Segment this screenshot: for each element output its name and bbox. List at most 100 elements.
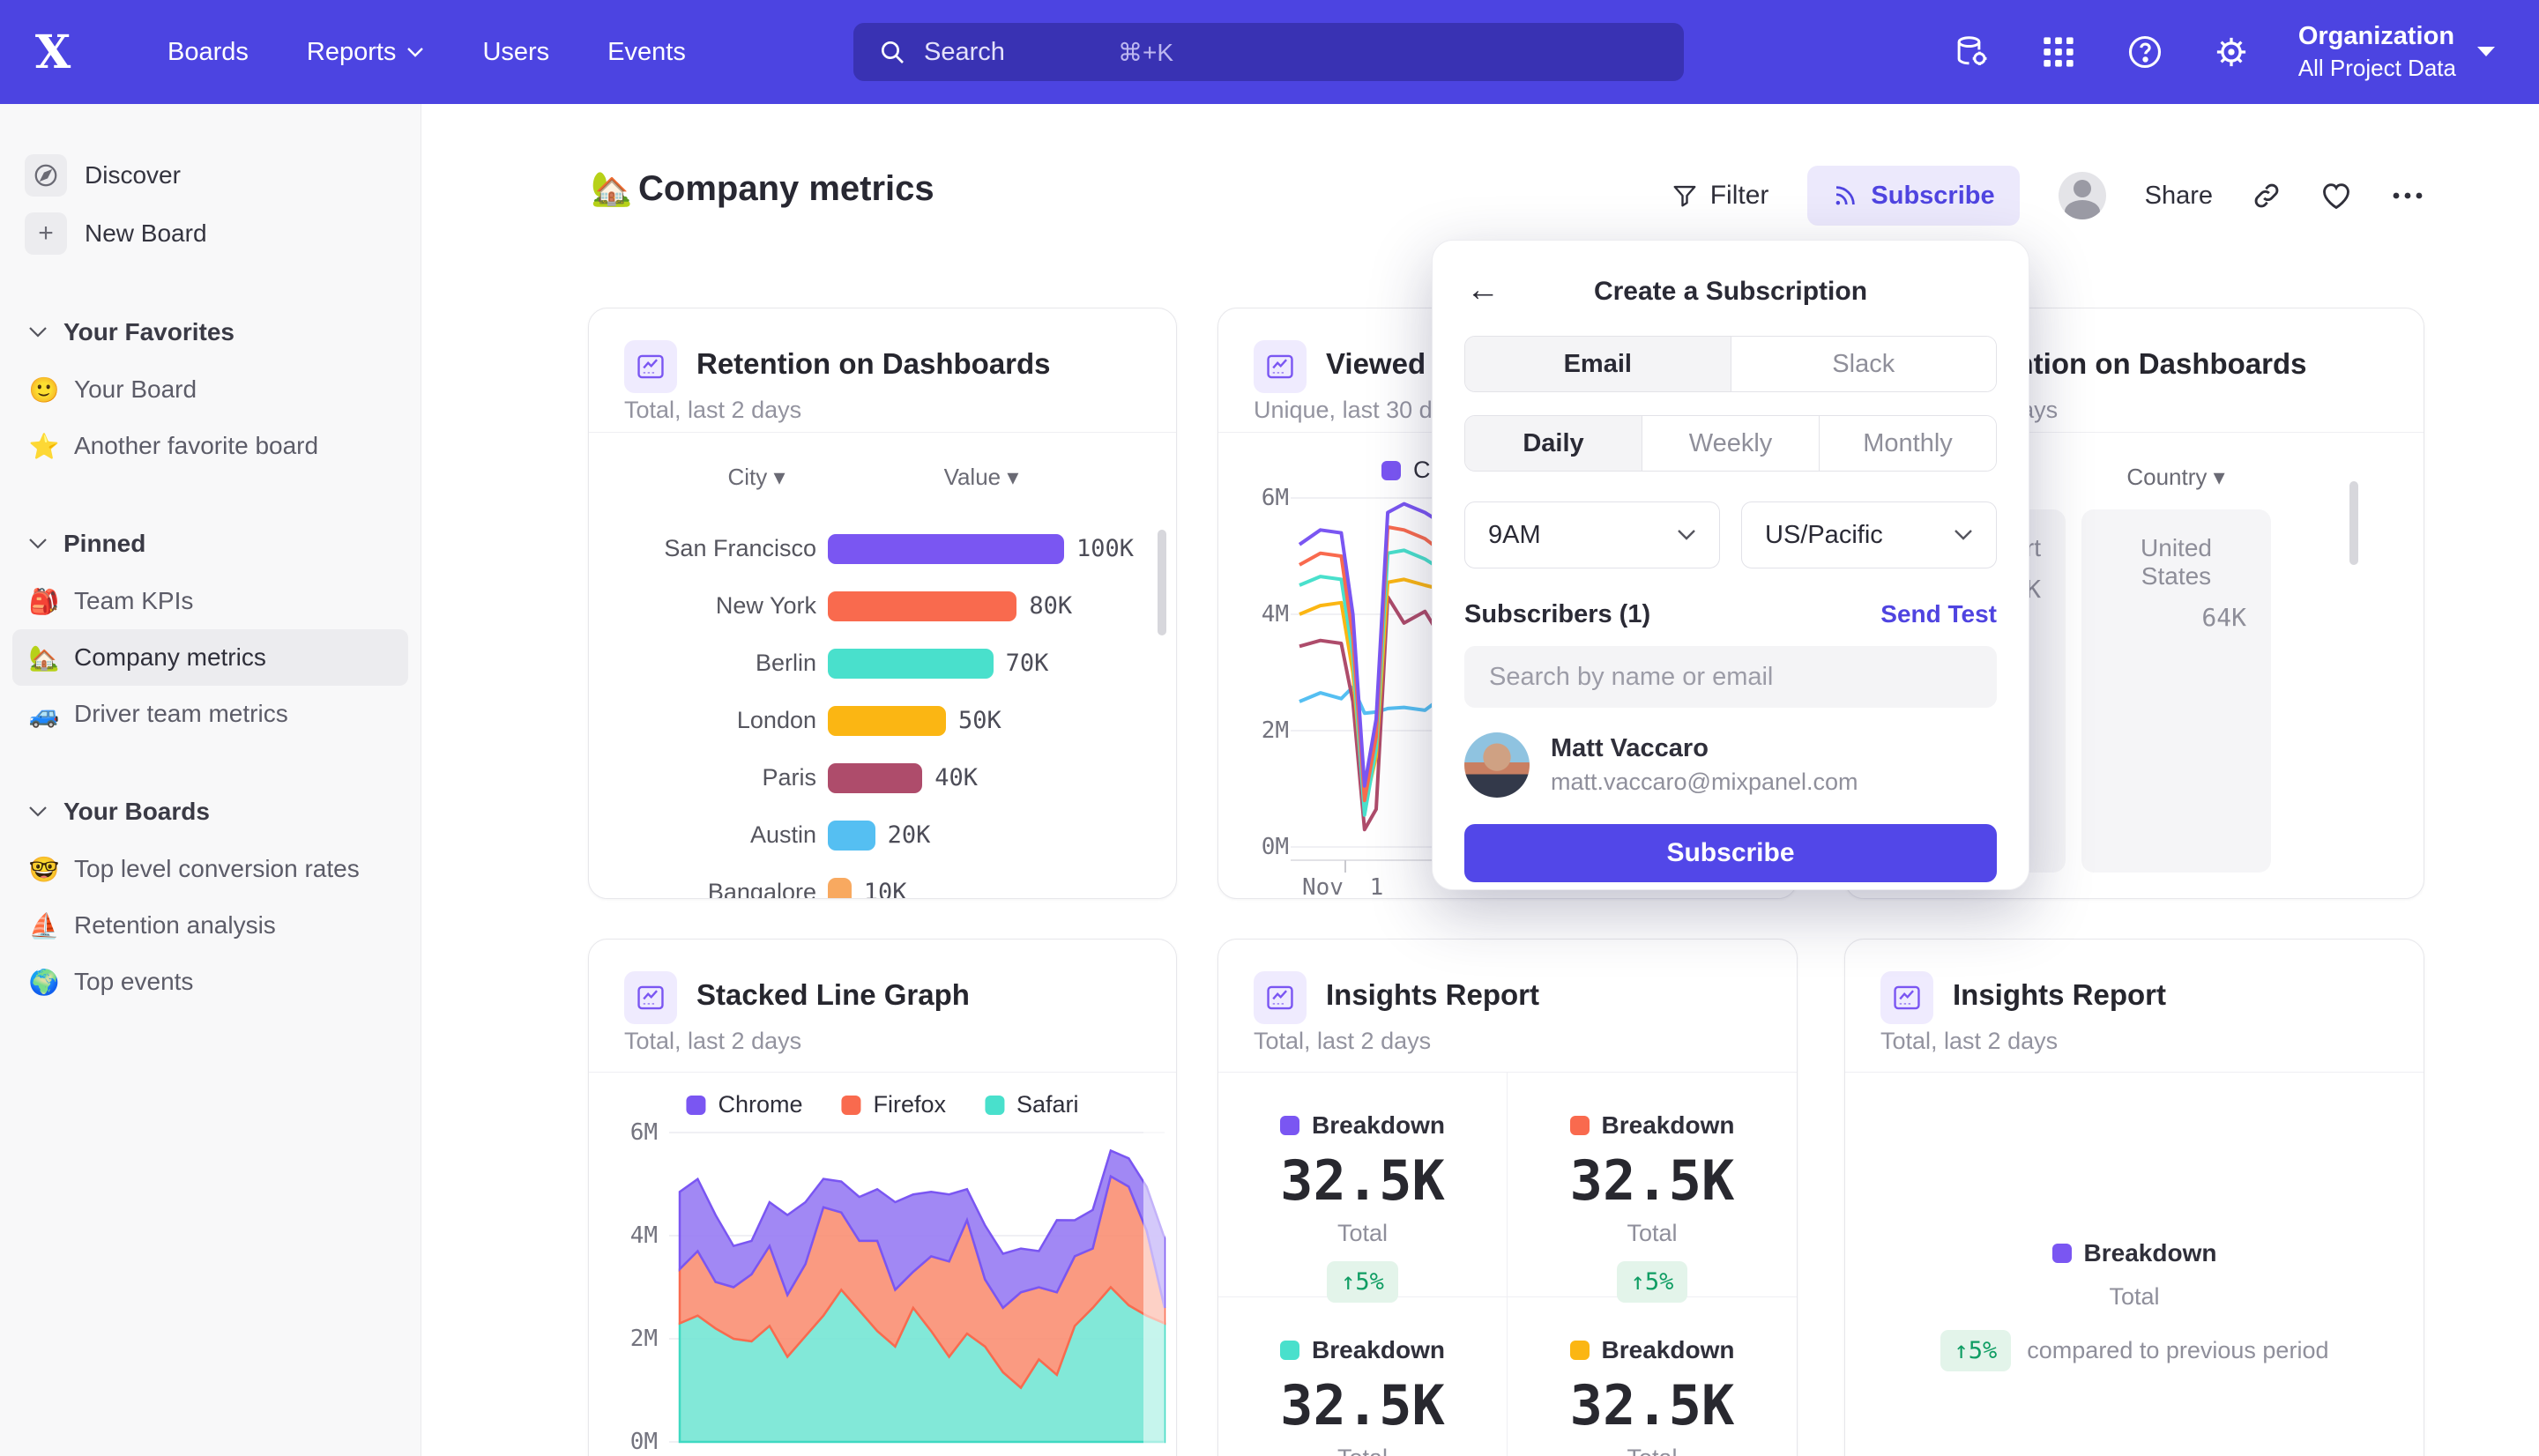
- share-button[interactable]: Share: [2144, 181, 2213, 210]
- send-test-link[interactable]: Send Test: [1880, 600, 1997, 628]
- y-axis-tick: 6M: [629, 1119, 658, 1146]
- user-avatar[interactable]: [2058, 172, 2106, 219]
- tab-monthly[interactable]: Monthly: [1820, 416, 1996, 471]
- insights-cell: Breakdown 32.5K Total ↑5%: [1218, 1073, 1508, 1303]
- nav-item-users[interactable]: Users: [482, 38, 549, 67]
- search-input[interactable]: [922, 36, 1102, 68]
- plus-icon: +: [25, 212, 67, 255]
- funnel-icon: [1672, 182, 1698, 209]
- sidebar-item-new-board[interactable]: + New Board: [0, 204, 421, 263]
- scrollbar-thumb[interactable]: [1158, 530, 1166, 635]
- tab-slack[interactable]: Slack: [1731, 337, 1996, 391]
- tab-email[interactable]: Email: [1465, 337, 1731, 391]
- chevron-down-icon: [29, 327, 47, 338]
- org-project: All Project Data: [2297, 55, 2456, 81]
- timezone-value: US/Pacific: [1765, 520, 1883, 549]
- legend-item-chrome[interactable]: Chrome: [686, 1091, 802, 1118]
- x-axis-label: Nov 1: [1302, 874, 1384, 899]
- nav-item-reports[interactable]: Reports: [307, 38, 425, 67]
- section-title: Pinned: [63, 530, 146, 557]
- sidebar-item-driver-team-metrics[interactable]: 🚙 Driver team metrics: [12, 686, 408, 742]
- sidebar-item-label: Driver team metrics: [74, 700, 288, 727]
- sidebar-item-company-metrics[interactable]: 🏡 Company metrics: [12, 629, 408, 686]
- sidebar-item-label: Another favorite board: [74, 432, 319, 459]
- breakdown-label: Breakdown: [1312, 1336, 1445, 1363]
- modal-subscribe-button[interactable]: Subscribe: [1464, 824, 1997, 882]
- chevron-down-icon: [2476, 45, 2497, 59]
- card-title: Stacked Line Graph: [696, 978, 970, 1011]
- legend-label: Firefox: [873, 1091, 947, 1118]
- line-chart-icon: [1880, 971, 1933, 1024]
- board-emoji-icon: 🏡: [28, 643, 60, 672]
- card-retention-dashboards: Retention on Dashboards Total, last 2 da…: [588, 308, 1177, 899]
- sidebar-item-another-favorite-board[interactable]: ⭐ Another favorite board: [12, 418, 408, 474]
- timezone-select[interactable]: US/Pacific: [1741, 501, 1997, 568]
- sidebar-section-your-favorites[interactable]: Your Favorites: [0, 303, 421, 361]
- sidebar-item-team-kpis[interactable]: 🎒 Team KPIs: [12, 573, 408, 629]
- bar-row: New York 80K: [589, 577, 1176, 635]
- legend-label: Safari: [1016, 1091, 1079, 1118]
- sidebar-item-label: Top events: [74, 968, 194, 995]
- copy-link-icon[interactable]: [2252, 181, 2282, 211]
- legend-item-firefox[interactable]: Firefox: [841, 1091, 946, 1118]
- bar-city-label: Austin: [749, 821, 816, 848]
- bar-row: Bangalore 10K: [589, 864, 1176, 899]
- subscriber-row[interactable]: Matt Vaccaro matt.vaccaro@mixpanel.com: [1464, 732, 1997, 798]
- bar-city-label: Paris: [762, 764, 816, 791]
- sidebar-item-top-level-conversion-rates[interactable]: 🤓 Top level conversion rates: [12, 841, 408, 897]
- sidebar-item-your-board[interactable]: 🙂 Your Board: [12, 361, 408, 418]
- sidebar-section-pinned[interactable]: Pinned: [0, 515, 421, 573]
- settings-gear-icon[interactable]: [2212, 33, 2251, 71]
- board-emoji-icon: ⭐: [28, 432, 60, 460]
- scrollbar-thumb[interactable]: [2349, 481, 2358, 565]
- legend-item-safari[interactable]: Safari: [985, 1091, 1079, 1118]
- y-axis-tick: 4M: [1261, 601, 1289, 628]
- back-arrow-icon[interactable]: ←: [1466, 271, 1500, 308]
- column-header-country[interactable]: Country ▾: [2126, 464, 2225, 490]
- time-select[interactable]: 9AM: [1464, 501, 1720, 568]
- sidebar-item-top-events[interactable]: 🌍 Top events: [12, 954, 408, 1010]
- bar: [828, 648, 994, 679]
- column-header-value[interactable]: Value ▾: [943, 464, 1019, 490]
- line-chart-icon: [624, 971, 677, 1024]
- sidebar-item-label: Team KPIs: [74, 587, 194, 614]
- subscriber-search[interactable]: [1464, 646, 1997, 708]
- tab-daily[interactable]: Daily: [1465, 416, 1642, 471]
- nav-item-boards[interactable]: Boards: [168, 38, 249, 67]
- filter-button[interactable]: Filter: [1672, 181, 1768, 211]
- frequency-tabs: Daily Weekly Monthly: [1464, 415, 1997, 472]
- apps-grid-icon[interactable]: [2039, 33, 2078, 71]
- subscriber-search-input[interactable]: [1487, 661, 1974, 693]
- create-subscription-modal: ← Create a Subscription Email Slack Dail…: [1432, 240, 2029, 890]
- column-header-city[interactable]: City ▾: [727, 464, 786, 490]
- sidebar-item-discover[interactable]: Discover: [0, 146, 421, 204]
- legend-swatch: [985, 1095, 1005, 1115]
- sidebar-item-retention-analysis[interactable]: ⛵ Retention analysis: [12, 897, 408, 954]
- bar-value: 20K: [887, 821, 931, 849]
- subscriber-avatar: [1464, 732, 1530, 798]
- bar-row: Austin 20K: [589, 806, 1176, 864]
- more-options-icon[interactable]: [2391, 189, 2424, 202]
- data-management-icon[interactable]: [1953, 33, 1992, 71]
- search-bar[interactable]: ⌘+K: [853, 23, 1684, 81]
- breakdown-label: Breakdown: [1601, 1111, 1735, 1139]
- bar-value: 10K: [863, 879, 907, 899]
- board-emoji-icon: 🙂: [28, 375, 60, 404]
- nav-item-events[interactable]: Events: [607, 38, 686, 67]
- card-title: Insights Report: [1326, 978, 1540, 1011]
- bar-value: 40K: [934, 764, 978, 791]
- org-switcher[interactable]: Organization All Project Data: [2298, 22, 2497, 82]
- chevron-down-icon: [407, 47, 424, 57]
- favorite-heart-icon[interactable]: [2320, 181, 2352, 211]
- board-emoji-icon: 🚙: [28, 700, 60, 728]
- mixpanel-logo[interactable]: X: [34, 25, 71, 79]
- legend-label: Chrome: [718, 1091, 803, 1118]
- help-icon[interactable]: [2126, 33, 2164, 71]
- bar-city-label: New York: [715, 592, 816, 619]
- stacked-area-chart: [669, 1116, 1166, 1456]
- tab-weekly[interactable]: Weekly: [1642, 416, 1820, 471]
- sidebar: Discover + New Board Your Favorites 🙂 Your…: [0, 104, 421, 1456]
- sidebar-section-your-boards[interactable]: Your Boards: [0, 783, 421, 841]
- bar: [828, 820, 875, 851]
- subscribe-button[interactable]: Subscribe: [1807, 166, 2020, 226]
